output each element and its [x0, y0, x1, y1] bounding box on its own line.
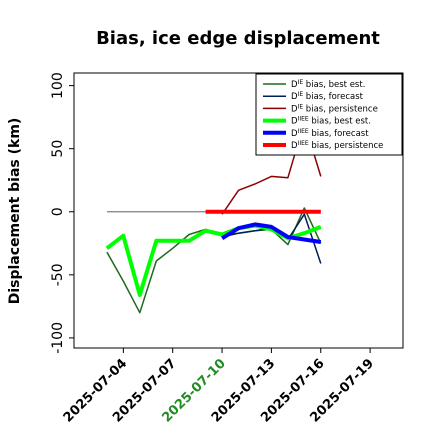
y-tick-label: 0: [50, 207, 66, 216]
legend-label: DIE bias, best est.: [291, 79, 365, 90]
series-line-5: [221, 222, 322, 244]
legend-label: DIE bias, forecast: [291, 91, 364, 102]
legend-label: DIIEE bias, persistence: [291, 140, 383, 151]
chart-title: Bias, ice edge displacement: [96, 28, 380, 49]
x-ticks: 2025-07-042025-07-072025-07-102025-07-13…: [61, 348, 377, 426]
legend-label: DIIEE bias, forecast: [291, 128, 369, 139]
legend: DIE bias, best est.DIE bias, forecastDIE…: [255, 73, 403, 156]
y-tick-label: 100: [50, 72, 66, 99]
series-line-1: [106, 207, 322, 314]
plot-frame: [73, 72, 404, 349]
y-tick-label: -100: [50, 322, 66, 354]
legend-box: [255, 73, 403, 156]
y-tick-label: 50: [50, 140, 66, 158]
y-axis-label: Displacement bias (km): [7, 118, 23, 305]
y-ticks: -100 -50 0 50 100: [50, 72, 74, 354]
legend-label: DIIEE bias, best est.: [291, 116, 371, 127]
legend-label: DIE bias, persistence: [291, 103, 378, 114]
y-tick-label: -50: [50, 263, 66, 286]
plot-lines: [105, 121, 322, 314]
